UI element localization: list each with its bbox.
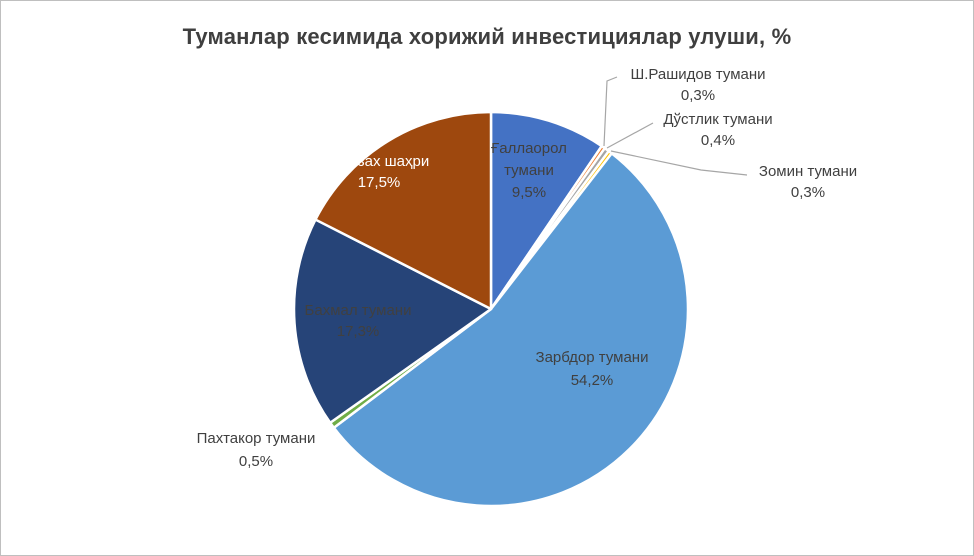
leader-line-3 xyxy=(606,122,654,149)
slice-label-line: Ш.Рашидов тумани xyxy=(630,66,766,83)
leader-line-2 xyxy=(603,76,618,147)
slice-label-line: 0,3% xyxy=(680,87,716,104)
slice-label-line: 17,5% xyxy=(357,174,401,191)
slice-label-8: Жиззах шаҳри 17,5% xyxy=(329,151,429,193)
pie-slice-7[interactable] xyxy=(292,218,493,425)
slice-label-line: Зарбдор тумани xyxy=(535,349,649,366)
leader-line-4 xyxy=(610,150,748,176)
slice-label-line: Бахмал тумани xyxy=(304,302,412,319)
pie-slice-5[interactable] xyxy=(332,152,690,508)
slice-label-2: Ш.Рашидов тумани 0,3% xyxy=(630,64,765,106)
slice-label-line: 54,2% xyxy=(570,372,614,389)
slice-label-line: Зомин тумани xyxy=(758,163,858,180)
slice-label-line: 0,3% xyxy=(790,184,826,201)
slice-label-3: Дўстлик тумани 0,4% xyxy=(663,109,772,151)
slice-label-6: Пахтакор тумани 0,5% xyxy=(197,427,316,473)
slice-label-line: 0,5% xyxy=(238,453,274,470)
slice-label-7: Бахмал тумани 17,3% xyxy=(305,300,412,342)
slice-label-4: Зомин тумани 0,3% xyxy=(759,161,857,203)
chart-title: Туманлар кесимида хорижий инвестициялар … xyxy=(182,24,792,49)
slice-label-line: 9,5% xyxy=(511,184,547,201)
slice-label-line: 0,4% xyxy=(700,132,736,149)
slice-label-line: тумани xyxy=(504,162,554,179)
slice-label-line: Ғаллаорол xyxy=(491,140,567,157)
pie-slice-8[interactable] xyxy=(314,110,493,311)
slice-label-line: Пахтакор тумани xyxy=(196,430,316,447)
pie-slice-1[interactable] xyxy=(489,110,603,311)
slice-label-5: Зарбдор тумани 54,2% xyxy=(536,346,649,392)
slice-label-line: 17,3% xyxy=(336,323,380,340)
slice-label-line: Жиззах шаҳри xyxy=(328,153,430,170)
slice-label-1: Ғаллаорол тумани 9,5% xyxy=(491,138,567,204)
slice-label-line: Дўстлик тумани xyxy=(663,111,773,128)
